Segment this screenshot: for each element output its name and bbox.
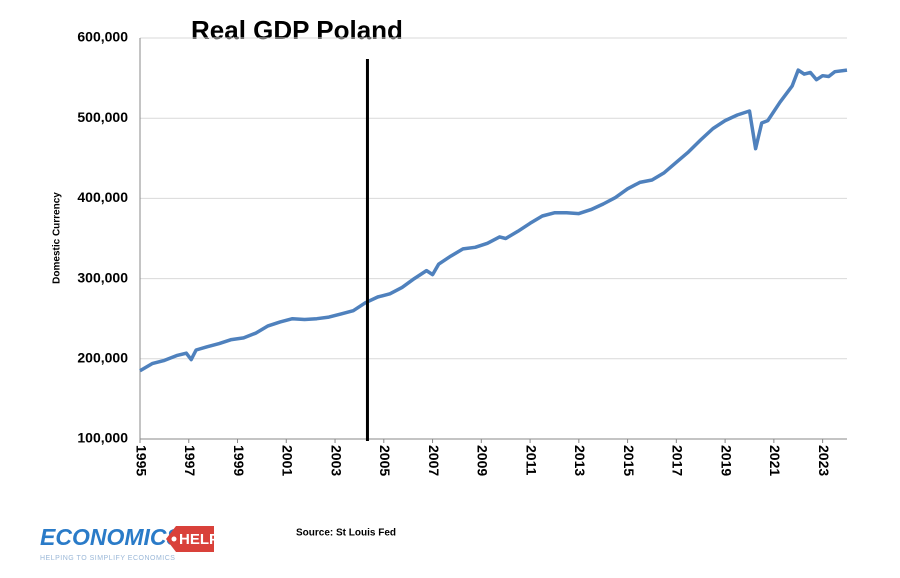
logo-tagline: HELPING TO SIMPLIFY ECONOMICS — [40, 555, 175, 562]
x-tick-label: 2015 — [621, 445, 637, 476]
x-tick-label: 1999 — [231, 445, 247, 476]
logo-hole — [171, 536, 177, 542]
x-tick-label: 1995 — [133, 445, 149, 476]
logo-tag — [166, 526, 214, 552]
y-tick-label: 600,000 — [77, 29, 128, 45]
line-series — [139, 68, 848, 373]
logo-tag-text: HELP — [179, 531, 219, 548]
x-tick-label: 2003 — [328, 445, 344, 476]
x-tick-label: 2007 — [426, 445, 442, 476]
x-tick-label: 2019 — [718, 445, 734, 476]
logo-main: ECONOMICS — [40, 524, 183, 550]
y-tick-label: 500,000 — [77, 109, 128, 125]
x-tick-label: 2013 — [572, 445, 588, 476]
chart-title: Real GDP Poland — [191, 15, 403, 45]
x-tick-label: 2021 — [767, 445, 783, 476]
x-tick-label: 2005 — [377, 445, 393, 476]
y-tick-label: 200,000 — [77, 350, 128, 366]
x-tick-label: 2011 — [523, 445, 539, 476]
source: Source: St Louis Fed — [296, 528, 396, 539]
x-tick-label: 2001 — [280, 445, 296, 476]
x-tick-label: 1997 — [182, 445, 198, 476]
x-tick-label: 2017 — [670, 445, 686, 476]
y-tick-label: 300,000 — [77, 269, 128, 285]
y-tick-label: 400,000 — [77, 189, 128, 205]
y-axis-label: Domestic Currency — [52, 192, 63, 284]
x-tick-label: 2009 — [475, 445, 491, 476]
x-tick-label: 2023 — [816, 445, 832, 476]
y-tick-label: 100,000 — [77, 430, 128, 446]
